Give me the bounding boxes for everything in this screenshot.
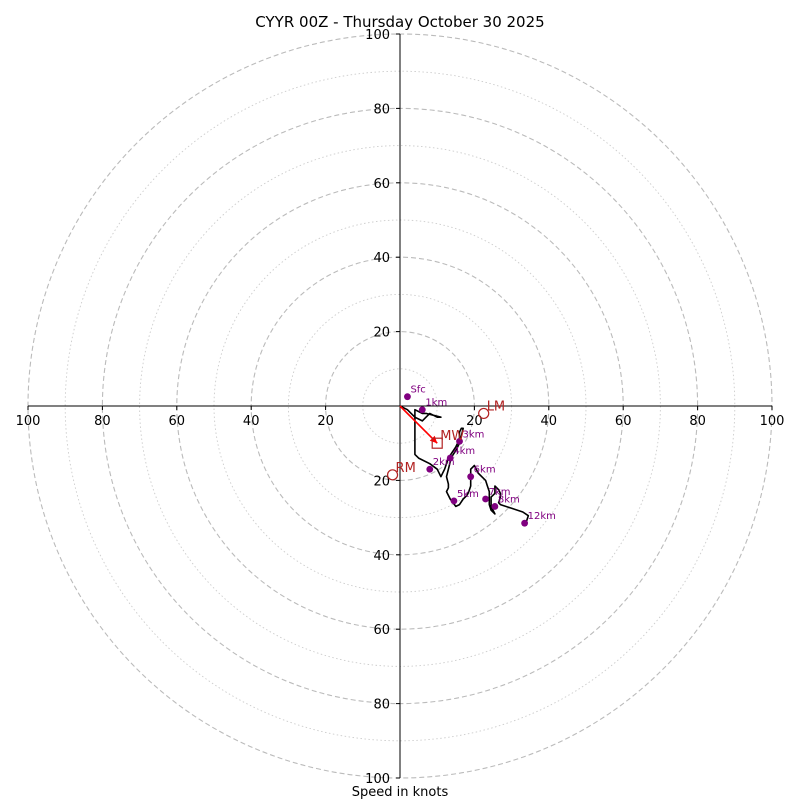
height-marker-dot [482, 495, 489, 503]
y-tick-label: 60 [373, 177, 390, 192]
y-tick-label: 60 [373, 623, 390, 638]
height-marker-dot [426, 465, 434, 473]
storm-motion-label: RM [396, 461, 416, 476]
height-marker-label: 5km [457, 489, 479, 500]
x-tick-label: 80 [689, 414, 706, 429]
storm-motion-markers: LM MW RM [386, 399, 505, 481]
x-tick-label: 20 [466, 414, 483, 429]
x-axis-label: Speed in knots [352, 785, 449, 800]
storm-motion-label: MW [440, 429, 464, 444]
y-tick-label: 40 [373, 251, 390, 266]
height-marker-dot [418, 406, 426, 414]
height-marker-label: 3km [463, 429, 485, 440]
height-marker-label: 1km [425, 398, 447, 409]
height-marker-label: 6km [474, 465, 496, 476]
x-tick-label: 40 [541, 414, 558, 429]
x-tick-label: 100 [760, 414, 785, 429]
y-tick-label: 100 [365, 772, 390, 787]
height-marker-dot [446, 454, 454, 462]
x-tick-label: 100 [16, 414, 41, 429]
storm-motion-square [431, 437, 443, 449]
storm-motion-circle [386, 469, 399, 481]
height-marker-dot [521, 519, 529, 527]
height-marker-label: 12km [528, 511, 556, 522]
y-tick-label: 80 [373, 102, 390, 117]
x-tick-label: 40 [243, 414, 260, 429]
shear-vector-arrowhead [429, 435, 438, 444]
x-tick-label: 80 [94, 414, 111, 429]
height-marker-label: 7km [489, 487, 511, 498]
shear-vector-line [399, 405, 438, 444]
y-tick-label: 100 [365, 28, 390, 43]
x-tick-label: 20 [317, 414, 334, 429]
height-marker-dot [404, 393, 411, 401]
x-tick-label: 60 [615, 414, 632, 429]
y-tick-label: 40 [373, 549, 390, 564]
storm-motion-circle [478, 407, 490, 420]
x-tick-label: 60 [169, 414, 186, 429]
storm-motion-label: LM [487, 399, 505, 414]
height-marker-dot [456, 437, 463, 445]
height-marker-label: Sfc [410, 385, 425, 396]
height-marker-label: 4km [453, 446, 475, 457]
height-marker-label: 2km [433, 457, 455, 468]
height-marker-dot [450, 497, 458, 505]
y-tick-label: 80 [373, 698, 390, 713]
y-tick-label: 20 [373, 474, 390, 489]
height-marker-dot [491, 503, 499, 510]
hodograph-trace-group [399, 405, 530, 522]
hodograph-trace [399, 405, 530, 522]
height-marker-dot [467, 473, 475, 481]
y-tick-label: 20 [373, 326, 390, 341]
height-marker-label: 8km [498, 494, 520, 505]
tick-labels: 100 80 60 40 20 20 40 60 80 100 100 80 60 40 20 20 40 60 8… [16, 28, 785, 787]
chart-title: CYYR 00Z - Thursday October 30 2025 [255, 13, 544, 31]
